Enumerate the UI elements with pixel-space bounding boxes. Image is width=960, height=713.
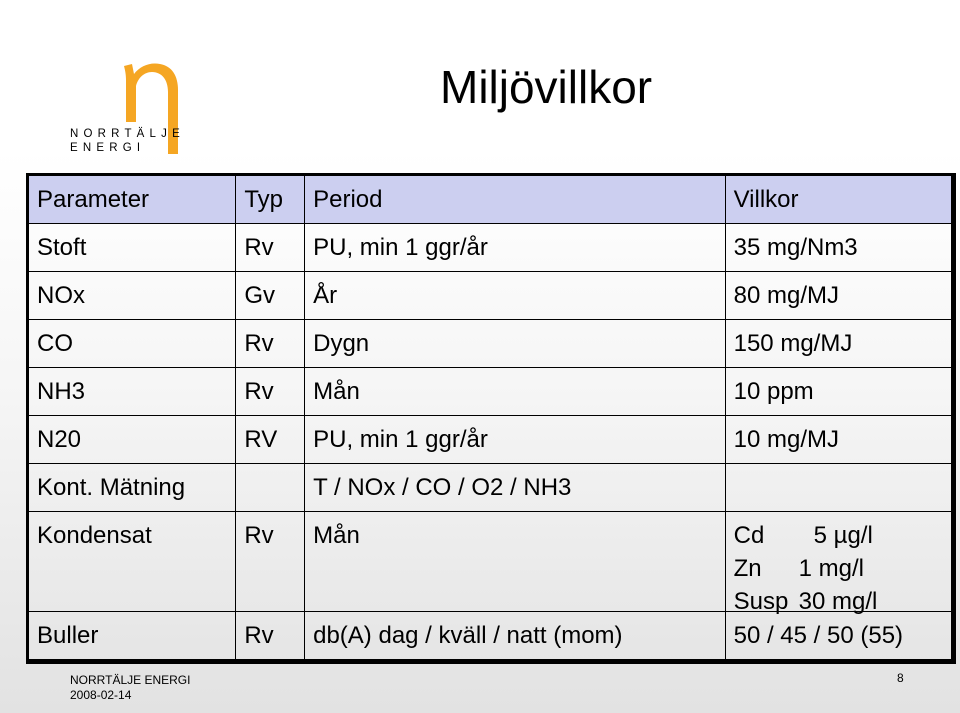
cell-parameter: Stoft: [26, 223, 237, 272]
cell-typ: Rv: [235, 611, 306, 662]
cell-period: T / NOx / CO / O2 / NH3: [304, 463, 726, 512]
cell-typ: [235, 463, 306, 512]
cell-parameter: NH3: [26, 367, 237, 416]
table-row-kondensat: Kondensat Rv Mån Cd 5 µg/l Zn 1 mg/l Susp 3…: [26, 511, 955, 615]
header-villkor: Villkor: [724, 174, 955, 224]
cell-parameter: Kondensat: [26, 511, 237, 612]
cell-typ: Rv: [235, 511, 306, 612]
limit-line: Cd 5 µg/l: [734, 512, 943, 549]
table-row: Kont. Mätning T / NOx / CO / O2 / NH3: [26, 463, 955, 512]
footer-company: NORRTÄLJE ENERGI: [70, 673, 191, 687]
cell-villkor-multiline: Cd 5 µg/l Zn 1 mg/l Susp 30 mg/l: [724, 511, 955, 615]
page-title: Miljövillkor: [440, 61, 653, 113]
cell-parameter: CO: [26, 319, 237, 368]
cell-period: Mån: [304, 511, 726, 612]
cell-period: PU, min 1 ggr/år: [304, 223, 726, 272]
limit-line: Susp 30 mg/l: [734, 578, 943, 615]
cell-parameter: NOx: [26, 271, 237, 320]
cell-villkor: 50 / 45 / 50 (55): [724, 611, 955, 662]
conditions-table: Parameter Typ Period Villkor Stoft Rv PU…: [26, 173, 956, 664]
page-number: 8: [897, 671, 904, 685]
table-row: N20 RV PU, min 1 ggr/år 10 mg/MJ: [26, 415, 955, 464]
cell-parameter: Kont. Mätning: [26, 463, 237, 512]
limit-value: 30 mg/l: [798, 588, 878, 615]
cell-parameter: Buller: [26, 611, 237, 662]
cell-villkor: 10 ppm: [724, 367, 955, 416]
limit-value: 1 mg/l: [798, 555, 864, 582]
table-row: NOx Gv År 80 mg/MJ: [26, 271, 955, 320]
cell-period: PU, min 1 ggr/år: [304, 415, 726, 464]
cell-villkor: 150 mg/MJ: [724, 319, 955, 368]
table-row: Stoft Rv PU, min 1 ggr/år 35 mg/Nm3: [26, 223, 955, 272]
eta-logo-icon: [124, 63, 178, 154]
cell-period: År: [304, 271, 726, 320]
logo-text-line1: NORRTÄLJE: [70, 128, 185, 140]
cell-typ: Gv: [235, 271, 306, 320]
logo-text-line2: ENERGI: [70, 142, 146, 154]
cell-villkor: 10 mg/MJ: [724, 415, 955, 464]
limit-key: Cd: [733, 522, 765, 549]
cell-villkor: [724, 463, 955, 512]
limit-key: Zn: [733, 555, 762, 582]
table-row: CO Rv Dygn 150 mg/MJ: [26, 319, 955, 368]
cell-villkor: 35 mg/Nm3: [724, 223, 955, 272]
limit-line: Zn 1 mg/l: [734, 545, 943, 582]
cell-parameter: N20: [26, 415, 237, 464]
company-logo: NORRTÄLJE ENERGI: [70, 58, 190, 158]
header-typ: Typ: [235, 174, 306, 224]
cell-typ: RV: [235, 415, 306, 464]
header-parameter: Parameter: [26, 174, 237, 224]
table-header-row: Parameter Typ Period Villkor: [26, 174, 955, 224]
limit-value: 5 µg/l: [813, 522, 873, 549]
cell-villkor: 80 mg/MJ: [724, 271, 955, 320]
cell-period: Mån: [304, 367, 726, 416]
table-row: Buller Rv db(A) dag / kväll / natt (mom)…: [26, 611, 955, 662]
table-row: NH3 Rv Mån 10 ppm: [26, 367, 955, 416]
footer-date: 2008-02-14: [70, 688, 132, 702]
limit-key: Susp: [733, 588, 789, 615]
cell-typ: Rv: [235, 223, 306, 272]
cell-typ: Rv: [235, 367, 306, 416]
cell-typ: Rv: [235, 319, 306, 368]
cell-period: db(A) dag / kväll / natt (mom): [304, 611, 726, 662]
header-period: Period: [304, 174, 726, 224]
cell-period: Dygn: [304, 319, 726, 368]
